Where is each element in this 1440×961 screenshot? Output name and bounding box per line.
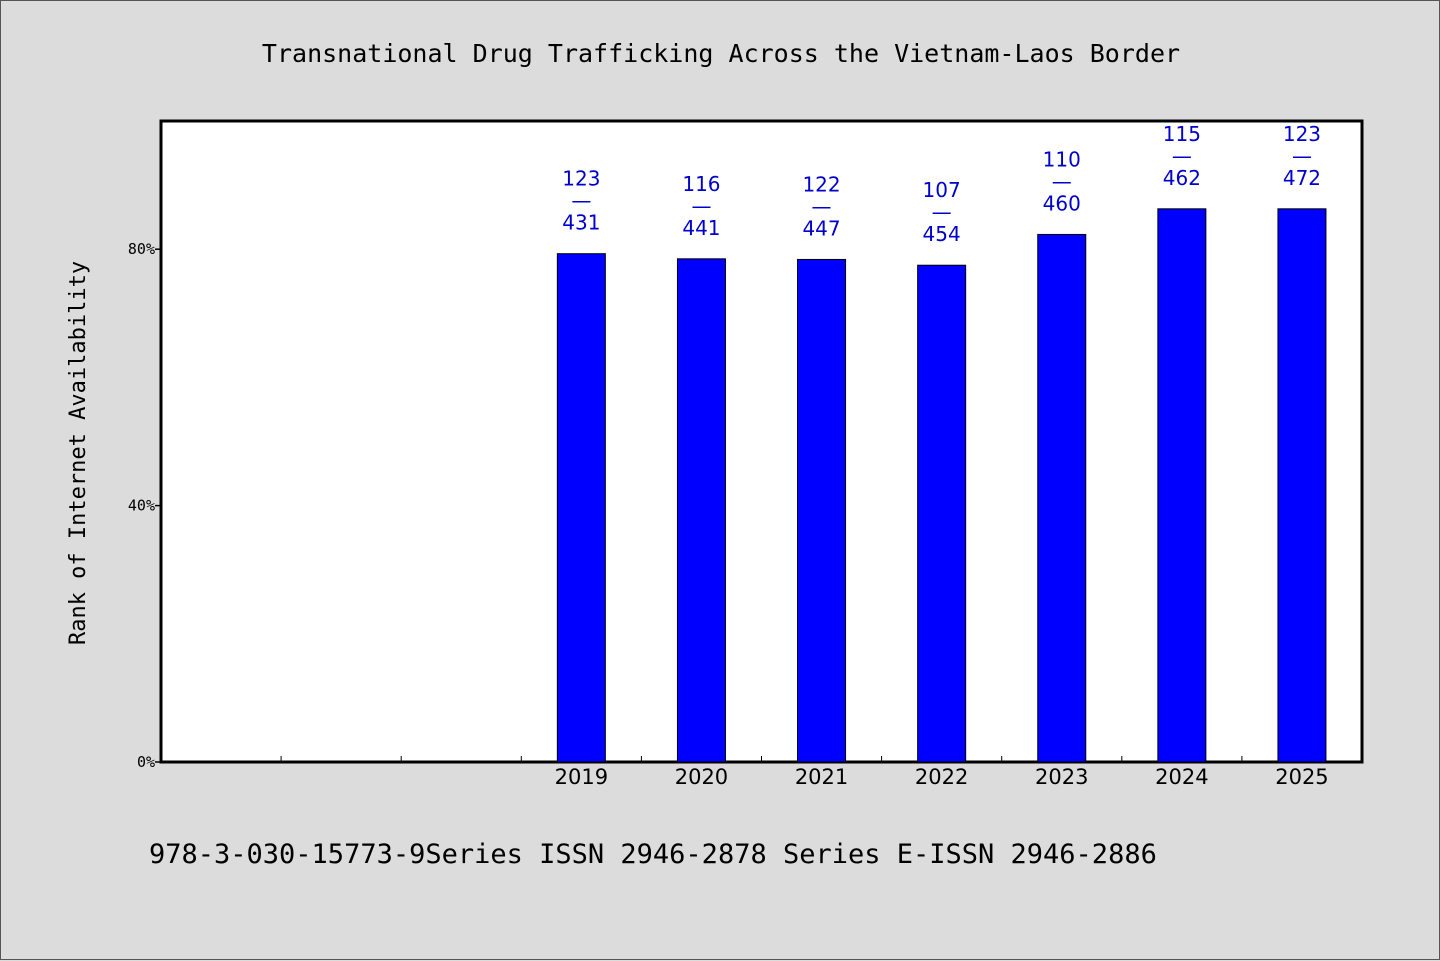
x-tick-label: 2021: [795, 765, 848, 789]
data-label-rank: 115: [1163, 122, 1201, 146]
data-label-total: 472: [1283, 166, 1321, 190]
data-label-separator: —: [1292, 144, 1312, 168]
bar-2022: [917, 264, 967, 763]
bar-2020: [676, 258, 726, 763]
bars: [556, 208, 1327, 763]
data-label-rank: 107: [923, 178, 961, 202]
bar-2024: [1157, 208, 1207, 763]
data-labels: 123—431116—441122—447107—454110—460115—4…: [562, 122, 1321, 246]
bar-2021: [797, 258, 847, 763]
data-label-separator: —: [691, 194, 711, 218]
y-axis-label: Rank of Internet Availability: [66, 261, 91, 645]
data-label-total: 431: [562, 211, 600, 235]
chart-title: Transnational Drug Trafficking Across th…: [262, 39, 1180, 68]
data-label-separator: —: [1052, 169, 1072, 193]
data-label-rank: 123: [1283, 122, 1321, 146]
bar-2023: [1037, 233, 1087, 763]
data-label-total: 462: [1163, 166, 1201, 190]
x-tick-label: 2024: [1155, 765, 1208, 789]
y-tick-label: 80%: [128, 240, 155, 258]
x-tick-label: 2019: [555, 765, 608, 789]
data-label-total: 441: [682, 216, 720, 240]
data-label-rank: 116: [682, 172, 720, 196]
data-label-separator: —: [812, 194, 832, 218]
bar-2025: [1277, 208, 1327, 763]
footer-isbn-text: 978-3-030-15773-9Series ISSN 2946-2878 S…: [149, 839, 1157, 870]
axis-ticks: 0% 40% 80% 2019 2020 2021 2022 2023 2024 2025: [128, 240, 1329, 789]
data-label-separator: —: [571, 189, 591, 213]
bar-2019: [556, 253, 606, 763]
data-label-total: 454: [923, 222, 961, 246]
data-label-total: 460: [1043, 191, 1081, 215]
x-tick-label: 2022: [915, 765, 968, 789]
data-label-total: 447: [802, 216, 840, 240]
y-tick-label: 0%: [137, 753, 155, 771]
data-label-separator: —: [932, 200, 952, 224]
data-label-rank: 110: [1043, 147, 1081, 171]
x-tick-label: 2025: [1275, 765, 1328, 789]
y-tick-label: 40%: [128, 497, 155, 515]
data-label-rank: 122: [802, 172, 840, 196]
data-label-separator: —: [1172, 144, 1192, 168]
x-tick-label: 2023: [1035, 765, 1088, 789]
x-tick-label: 2020: [675, 765, 728, 789]
data-label-rank: 123: [562, 167, 600, 191]
